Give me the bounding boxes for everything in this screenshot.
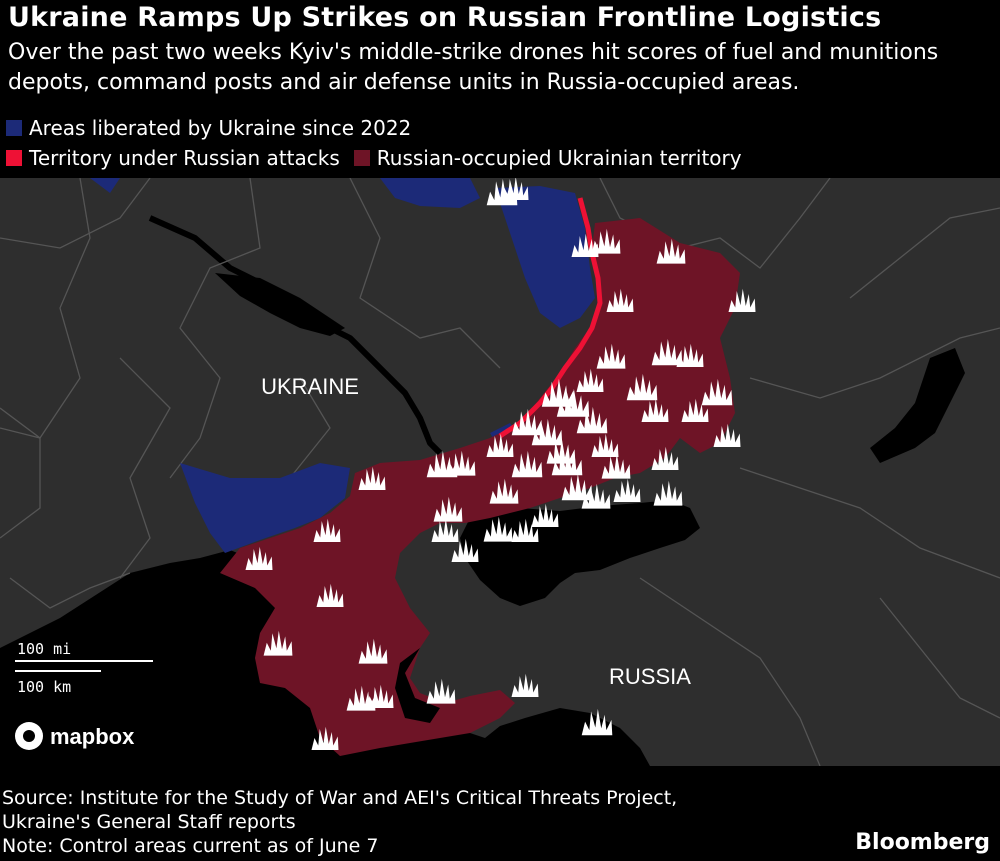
dnipro-river: [148, 215, 443, 456]
mapbox-label: mapbox: [50, 724, 135, 749]
legend-row-2: Territory under Russian attacks Russian-…: [6, 146, 756, 170]
legend-label-occupied: Russian-occupied Ukrainian territory: [376, 146, 742, 170]
crimea-coastline: [395, 648, 440, 723]
occupied-territory: [220, 218, 740, 756]
occupied-swatch: [353, 150, 370, 166]
legend-label-attacks: Territory under Russian attacks: [29, 146, 340, 170]
legend-item-attacks: Territory under Russian attacks: [6, 146, 340, 170]
legend-item-occupied: Russian-occupied Ukrainian territory: [353, 146, 742, 170]
chart-title: Ukraine Ramps Up Strikes on Russian Fron…: [8, 2, 882, 33]
scale-bar: 100 mi 100 km: [15, 640, 153, 696]
legend-label-liberated: Areas liberated by Ukraine since 2022: [29, 116, 412, 140]
tsimlyansk-reservoir: [870, 348, 965, 463]
scale-miles: 100 mi: [17, 640, 71, 658]
source-line-2: Ukraine's General Staff reports: [2, 811, 296, 833]
bloomberg-logo: Bloomberg: [855, 830, 990, 855]
legend-row-1: Areas liberated by Ukraine since 2022: [6, 116, 425, 140]
mapbox-logo[interactable]: mapbox: [15, 722, 135, 750]
liberated-swatch: [6, 120, 22, 136]
chart-subtitle: Over the past two weeks Kyiv's middle-st…: [8, 40, 939, 95]
admin-borders: [0, 178, 1000, 766]
footer: Source: Institute for the Study of War a…: [2, 786, 677, 858]
note: Note: Control areas current as of June 7: [2, 835, 379, 857]
legend-item-liberated: Areas liberated by Ukraine since 2022: [6, 116, 411, 140]
label-ukraine: UKRAINE: [261, 374, 359, 399]
label-russia: RUSSIA: [609, 664, 691, 689]
attacks-swatch: [6, 150, 22, 166]
map[interactable]: UKRAINE RUSSIA 100 mi 100 km mapbox: [0, 178, 1000, 766]
scale-km: 100 km: [17, 678, 71, 696]
source-line-1: Source: Institute for the Study of War a…: [2, 787, 678, 809]
kakhovka-reservoir: [215, 273, 345, 336]
